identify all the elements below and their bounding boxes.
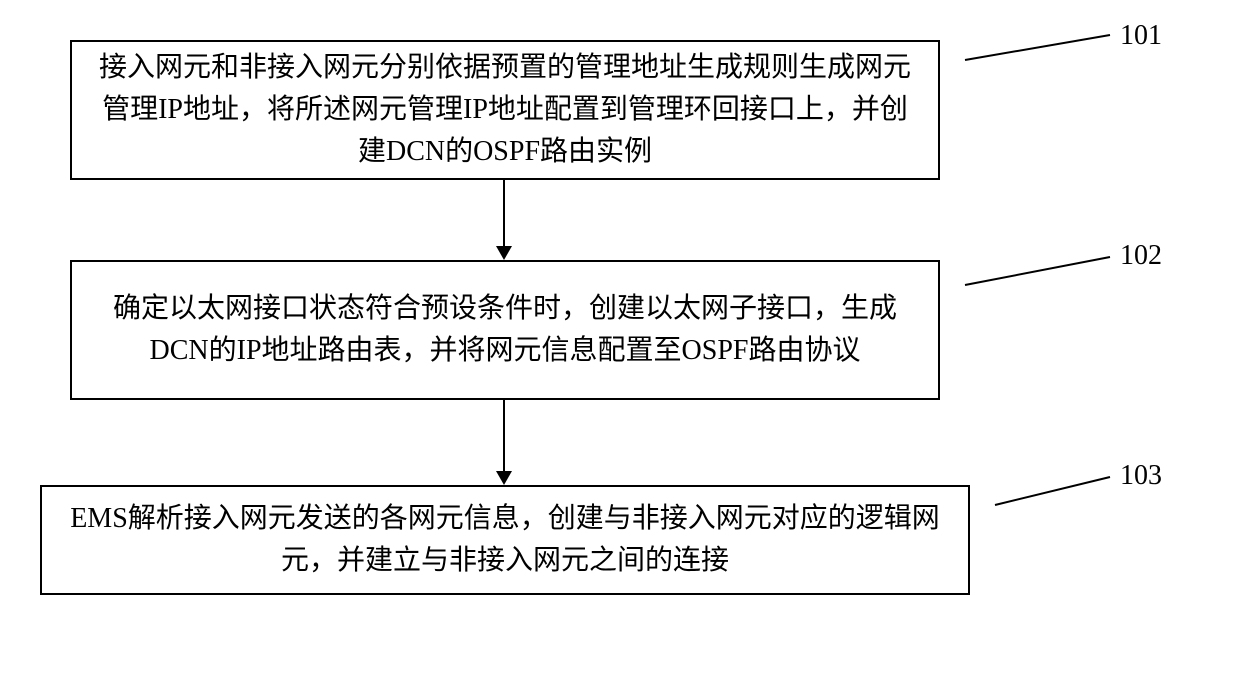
step-text-101: 接入网元和非接入网元分别依据预置的管理地址生成规则生成网元管理IP地址，将所述网… [92, 47, 918, 173]
step-text-102: 确定以太网接口状态符合预设条件时，创建以太网子接口，生成DCN的IP地址路由表，… [92, 288, 918, 372]
step-label-101: 101 [1120, 20, 1162, 52]
arrow-line-2-3 [503, 400, 505, 471]
step-text-103: EMS解析接入网元发送的各网元信息，创建与非接入网元对应的逻辑网元，并建立与非接… [62, 498, 948, 582]
arrow-head-1-2 [496, 246, 512, 260]
step-box-101: 接入网元和非接入网元分别依据预置的管理地址生成规则生成网元管理IP地址，将所述网… [70, 40, 940, 180]
step-label-103: 103 [1120, 460, 1162, 492]
arrow-head-2-3 [496, 471, 512, 485]
step-box-102: 确定以太网接口状态符合预设条件时，创建以太网子接口，生成DCN的IP地址路由表，… [70, 260, 940, 400]
flowchart-container: 接入网元和非接入网元分别依据预置的管理地址生成规则生成网元管理IP地址，将所述网… [0, 0, 1240, 675]
arrow-line-1-2 [503, 180, 505, 246]
step-box-103: EMS解析接入网元发送的各网元信息，创建与非接入网元对应的逻辑网元，并建立与非接… [40, 485, 970, 595]
step-label-102: 102 [1120, 240, 1162, 272]
